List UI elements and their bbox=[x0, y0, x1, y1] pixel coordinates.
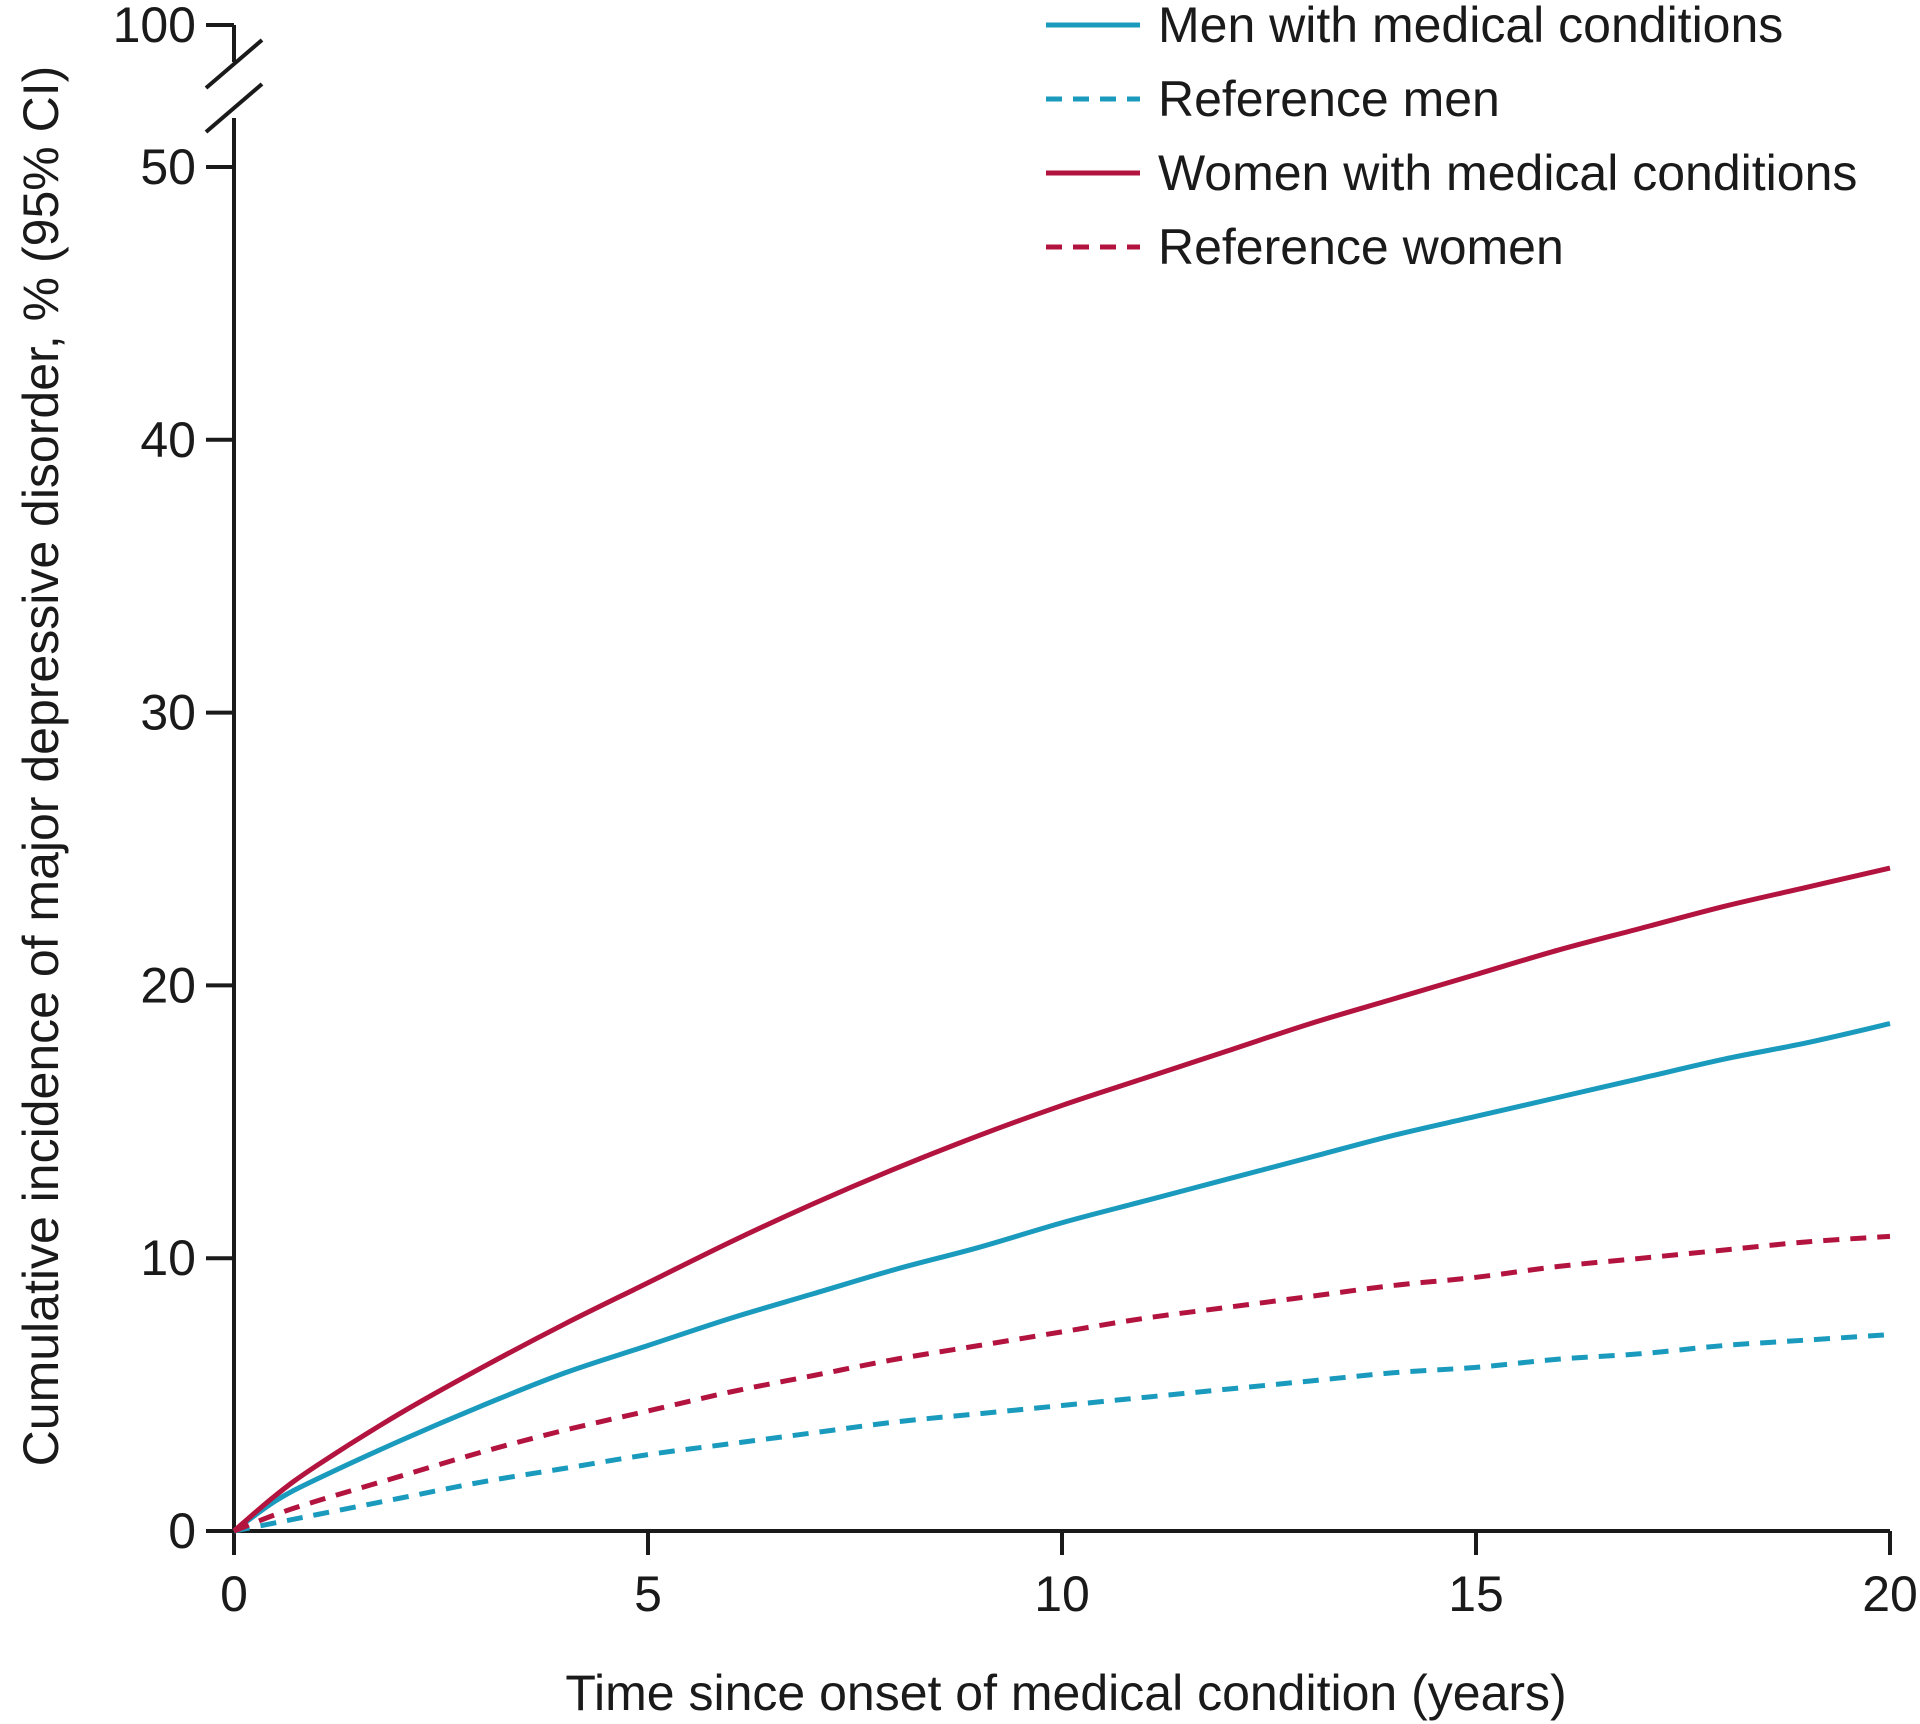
x-tick-label: 15 bbox=[1448, 1566, 1504, 1622]
y-tick-label: 10 bbox=[140, 1230, 196, 1286]
y-tick-label: 20 bbox=[140, 957, 196, 1013]
y-tick-label: 50 bbox=[140, 139, 196, 195]
legend: Men with medical conditions Reference men… bbox=[1046, 0, 1857, 275]
series-line-men-with-medical-conditions bbox=[232, 1021, 1891, 1534]
series-layer bbox=[232, 865, 1891, 1534]
legend-label-men-with-medical-conditions: Men with medical conditions bbox=[1158, 0, 1783, 53]
x-axis-label: Time since onset of medical condition (y… bbox=[565, 1665, 1566, 1721]
y-axis-break-mark bbox=[204, 82, 264, 134]
y-axis-label: Cumulative incidence of major depressive… bbox=[13, 66, 69, 1467]
legend-label-reference-men: Reference men bbox=[1158, 71, 1500, 127]
y-tick-label: 0 bbox=[168, 1503, 196, 1559]
legend-label-reference-women: Reference women bbox=[1158, 219, 1564, 275]
series-line-women-with-medical-conditions bbox=[232, 865, 1891, 1533]
legend-label-women-with-medical-conditions: Women with medical conditions bbox=[1158, 145, 1857, 201]
x-tick-label: 10 bbox=[1034, 1566, 1090, 1622]
y-tick-label: 30 bbox=[140, 685, 196, 741]
y-tick-label: 40 bbox=[140, 412, 196, 468]
axes: 0 5 10 15 20 0 10 20 30 40 50 100 bbox=[113, 0, 1918, 1622]
y-axis-break-mark bbox=[204, 38, 264, 90]
x-tick-label: 0 bbox=[220, 1566, 248, 1622]
x-tick-label: 20 bbox=[1862, 1566, 1918, 1622]
x-tick-label: 5 bbox=[634, 1566, 662, 1622]
series-line-reference-men bbox=[233, 1332, 1891, 1534]
y-tick-label: 100 bbox=[113, 0, 196, 53]
series-line-reference-women bbox=[233, 1233, 1891, 1534]
